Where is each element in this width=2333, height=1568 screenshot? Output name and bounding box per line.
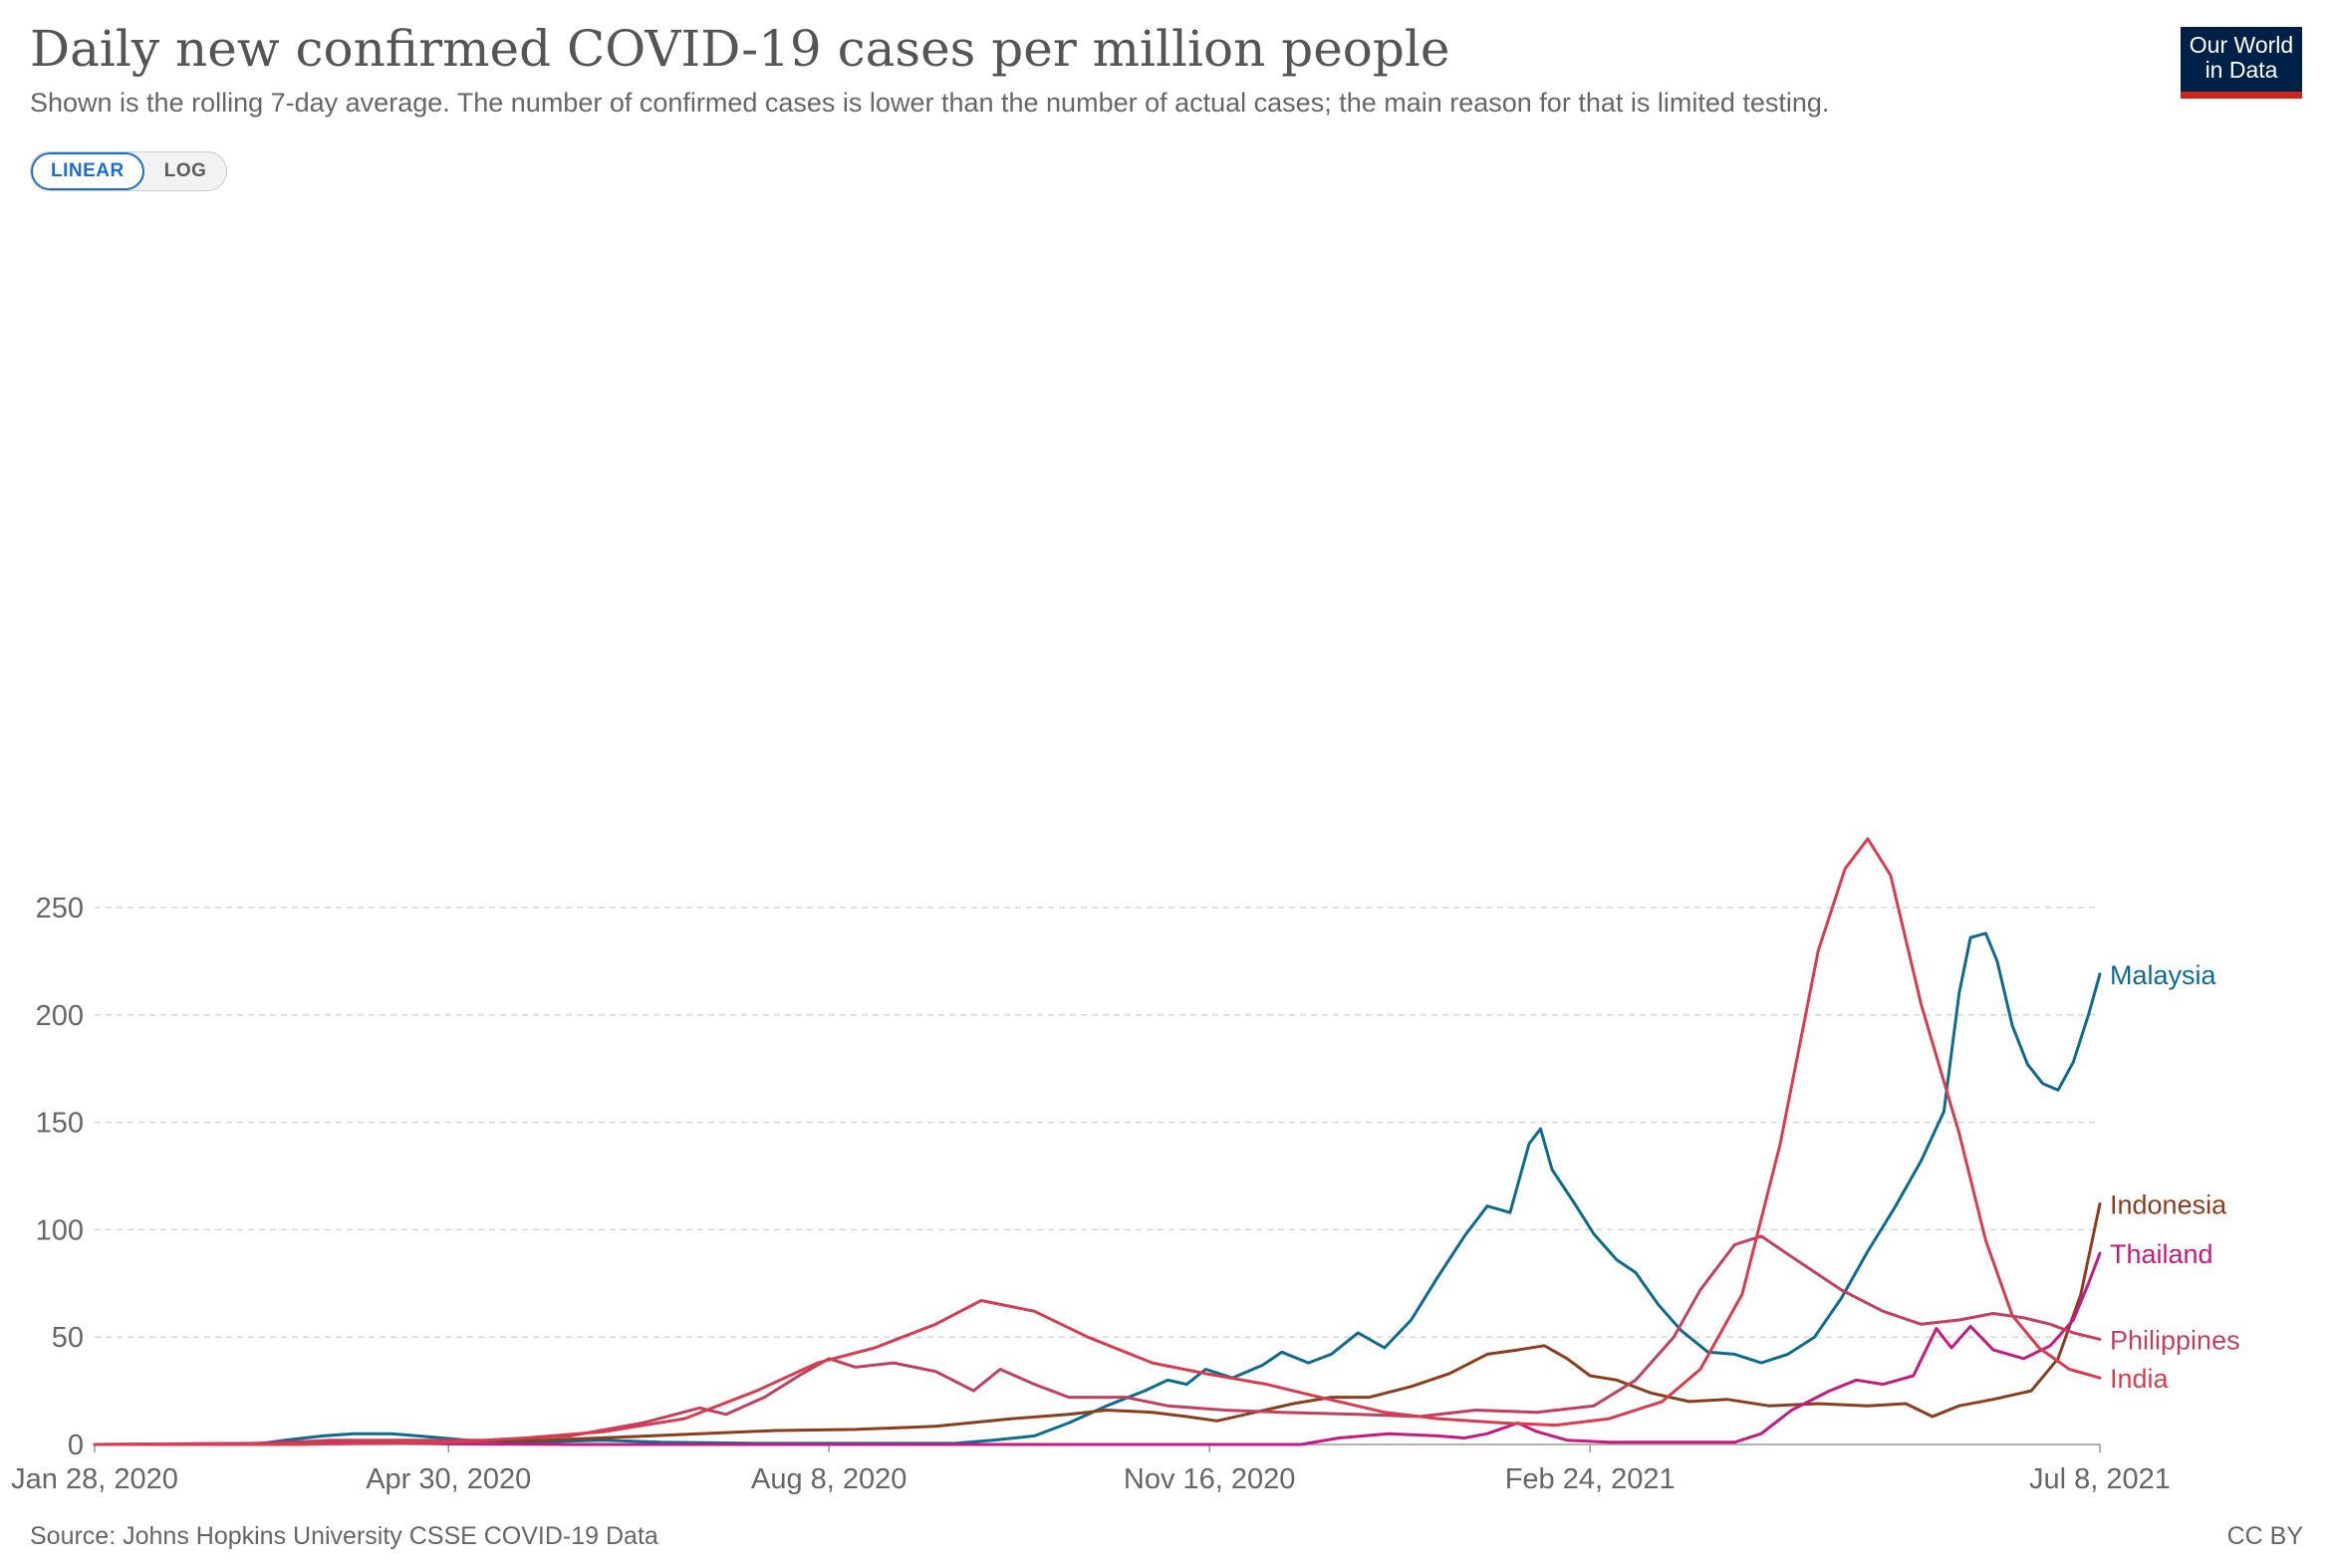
- series-label-thailand: Thailand: [2110, 1239, 2213, 1269]
- y-tick-label: 150: [36, 1108, 84, 1140]
- series-label-malaysia: Malaysia: [2110, 960, 2217, 990]
- linear-scale-button[interactable]: LINEAR: [31, 152, 144, 190]
- logo-accent-bar: [2181, 92, 2302, 99]
- x-tick-label: Feb 24, 2021: [1505, 1463, 1676, 1495]
- y-tick-label: 200: [36, 1000, 84, 1032]
- series-label-india: India: [2110, 1364, 2170, 1394]
- y-tick-label: 50: [52, 1322, 84, 1354]
- series-label-philippines: Philippines: [2110, 1325, 2240, 1355]
- series-line-india: [93, 837, 2102, 1446]
- series-line-indonesia: [93, 1202, 2102, 1446]
- y-tick-label: 250: [36, 893, 84, 924]
- owid-logo[interactable]: Our World in Data: [2181, 27, 2302, 99]
- x-tick-label: Nov 16, 2020: [1124, 1463, 1296, 1495]
- series-line-thailand: [93, 1251, 2102, 1446]
- x-tick-label: Apr 30, 2020: [366, 1463, 531, 1495]
- x-tick-label: Aug 8, 2020: [751, 1463, 907, 1495]
- y-tick-label: 100: [36, 1214, 84, 1246]
- chart-subtitle: Shown is the rolling 7-day average. The …: [30, 88, 1830, 118]
- x-tick-label: Jan 28, 2020: [11, 1463, 178, 1495]
- log-scale-button[interactable]: LOG: [163, 160, 207, 181]
- series-line-philippines: [93, 1234, 2102, 1446]
- series-labels: Malaysia Indonesia Thailand Philippines Indi…: [2110, 960, 2240, 1394]
- license-link[interactable]: CC BY: [2226, 1522, 2303, 1550]
- source-note[interactable]: Source: Johns Hopkins University CSSE CO…: [30, 1522, 658, 1550]
- x-tick-label: Jul 8, 2021: [2029, 1463, 2171, 1495]
- grid-layer: [95, 907, 2100, 1445]
- axis-layer: 0 50 100 150 200 250 Jan 28, 2020 Apr 30, 2020 A…: [11, 893, 2171, 1495]
- y-tick-label: 0: [68, 1430, 84, 1461]
- series-line-malaysia: [93, 931, 2102, 1446]
- scale-toggle: LINEAR LOG: [30, 151, 228, 191]
- logo-text: Our World in Data: [2189, 32, 2294, 83]
- series-layer: [93, 837, 2102, 1446]
- chart-title: Daily new confirmed COVID-19 cases per m…: [30, 20, 1450, 78]
- series-label-indonesia: Indonesia: [2110, 1190, 2227, 1220]
